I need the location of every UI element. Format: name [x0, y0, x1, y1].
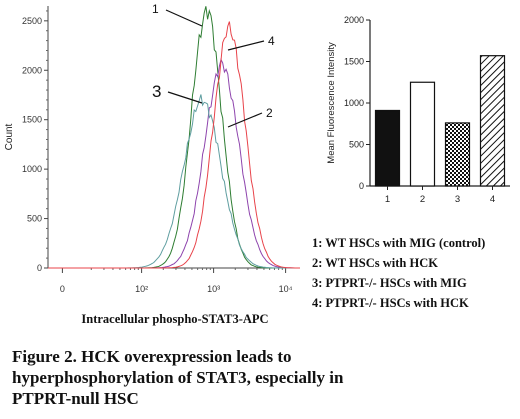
bar-x-tick-label: 1 [385, 194, 390, 205]
annotation-leader-line [167, 91, 203, 104]
bar-y-tick-label: 0 [359, 181, 364, 191]
bar-x-tick-label: 4 [490, 194, 495, 205]
y-tick-label: 1000 [22, 164, 42, 174]
x-tick-label: 10² [135, 284, 148, 294]
bar-1 [374, 109, 401, 187]
bar-y-tick-label: 500 [349, 140, 364, 150]
series-annotation-3: 3 [152, 82, 161, 101]
series-annotation-2: 2 [266, 106, 273, 120]
y-tick-label: 1500 [22, 115, 42, 125]
series-annotation-1: 1 [152, 2, 159, 16]
y-tick-label: 2000 [22, 65, 42, 75]
figure-caption: Figure 2. HCK overexpression leads to hy… [12, 346, 512, 409]
x-tick-label: 10³ [207, 284, 220, 294]
legend-item-1: 1: WT HSCs with MIG (control) [312, 236, 486, 250]
y-axis-label: Count [4, 123, 15, 150]
y-tick-label: 2500 [22, 16, 42, 26]
annotation-leader-line [165, 9, 203, 27]
annotation-leader-line [227, 40, 265, 51]
legend-item-3: 3: PTPRT-/- HSCs with MIG [312, 276, 467, 290]
annotation-leader-line [227, 112, 263, 128]
mfi-bar-chart: 0 500 1000 1500 2000 Mean Fluorescence Intens… [326, 15, 510, 205]
y-tick-label: 0 [37, 263, 42, 273]
legend-item-2: 2: WT HSCs with HCK [312, 256, 438, 270]
x-tick-label: 10⁴ [279, 284, 293, 294]
legend-item-4: 4: PTPRT-/- HSCs with HCK [312, 296, 469, 310]
caption-line-3: PTPRT-null HSC [12, 389, 139, 408]
histogram-series-4 [48, 21, 300, 269]
bar-x-tick-label: 3 [455, 194, 460, 205]
flow-histogram: 0 500 1000 1500 2000 2500 0 10² 10³ 10⁴ Count Intra… [4, 2, 300, 326]
histogram-series-1 [48, 6, 300, 269]
bar-2 [409, 81, 436, 187]
y-tick-label: 500 [27, 214, 42, 224]
caption-line-1: Figure 2. HCK overexpression leads to [12, 347, 292, 366]
bar-4 [479, 55, 506, 187]
histogram-series-2 [48, 58, 300, 269]
bar-y-axis-label: Mean Fluorescence Intensity [326, 42, 337, 164]
bar-y-tick-label: 2000 [344, 15, 364, 25]
bar-x-tick-label: 2 [420, 194, 425, 205]
x-tick-label: 0 [60, 284, 65, 294]
bar-y-tick-label: 1000 [344, 98, 364, 108]
bar-3 [444, 122, 471, 187]
series-annotation-4: 4 [268, 34, 275, 48]
caption-line-2: hyperphosphorylation of STAT3, especiall… [12, 368, 344, 387]
bar-y-tick-label: 1500 [344, 57, 364, 67]
x-axis-label: Intracellular phospho-STAT3-APC [81, 312, 268, 326]
